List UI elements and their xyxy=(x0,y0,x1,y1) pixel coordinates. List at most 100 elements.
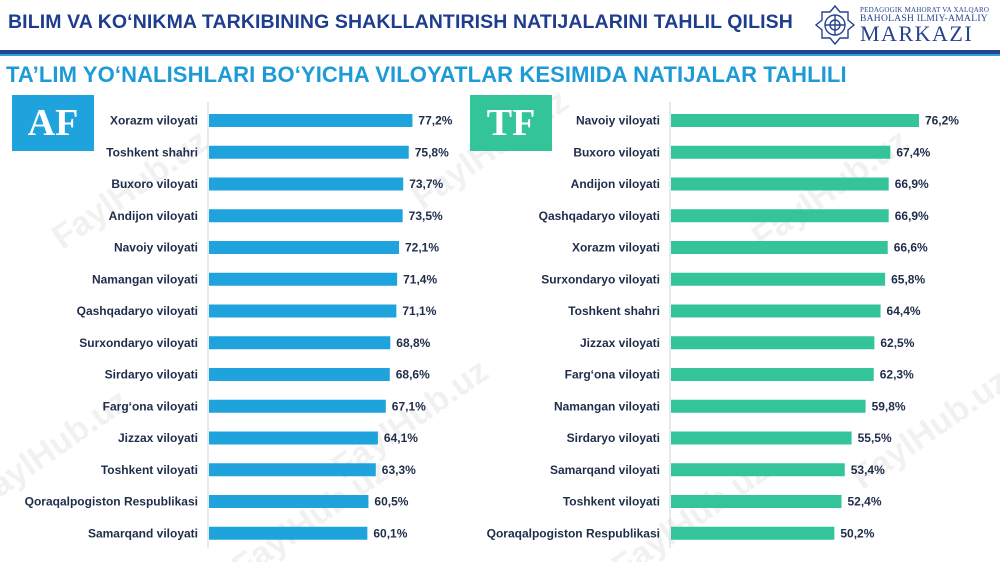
af-category-label: Farg‘ona viloyati xyxy=(103,399,198,413)
af-category-label: Buxoro viloyati xyxy=(111,177,198,191)
tf-category-label: Xorazm viloyati xyxy=(572,241,660,255)
af-bar xyxy=(209,114,413,127)
tf-value-label: 67,4% xyxy=(896,145,930,159)
tf-bar xyxy=(671,368,874,381)
tf-bar xyxy=(671,304,881,318)
af-bar xyxy=(209,209,403,223)
logo-text-line2: BAHOLASH ILMIY-AMALIY xyxy=(860,14,988,24)
tf-value-label: 64,4% xyxy=(887,304,921,318)
af-value-label: 77,2% xyxy=(418,114,452,128)
af-category-label: Navoiy viloyati xyxy=(114,241,198,255)
af-bar xyxy=(209,463,376,477)
af-chart: Xorazm viloyati 77,2% Toshkent shahri 75,8%… xyxy=(25,102,453,548)
tf-bar xyxy=(671,241,888,254)
af-bar xyxy=(209,304,397,318)
tf-category-label: Buxoro viloyati xyxy=(573,145,660,159)
af-value-label: 73,5% xyxy=(409,209,443,223)
tf-category-label: Toshkent viloyati xyxy=(563,495,660,509)
page-title: BILIM VA KO‘NIKMA TARKIBINING SHAKLLANTI… xyxy=(8,11,793,33)
tf-value-label: 50,2% xyxy=(840,526,874,540)
af-category-label: Jizzax viloyati xyxy=(118,431,198,445)
tf-category-label: Farg‘ona viloyati xyxy=(565,368,660,382)
af-category-label: Qoraqalpogiston Respublikasi xyxy=(25,495,198,509)
watermark: FaylHub.uz xyxy=(225,451,396,562)
tf-category-label: Namangan viloyati xyxy=(554,399,660,413)
af-bar xyxy=(209,431,378,445)
tf-value-label: 66,9% xyxy=(895,177,929,191)
tf-category-label: Sirdaryo viloyati xyxy=(567,431,660,445)
header-divider-accent xyxy=(0,54,1000,56)
tf-value-label: 62,5% xyxy=(880,336,914,350)
af-bar xyxy=(209,399,386,413)
tf-chart: Navoiy viloyati 76,2% Buxoro viloyati 67,4%… xyxy=(487,102,959,548)
tf-category-label: Qoraqalpogiston Respublikasi xyxy=(487,526,660,540)
tf-value-label: 52,4% xyxy=(848,495,882,509)
af-value-label: 60,5% xyxy=(374,495,408,509)
af-value-label: 64,1% xyxy=(384,431,418,445)
af-bar xyxy=(209,495,369,508)
emblem-icon xyxy=(814,4,856,46)
af-category-label: Andijon viloyati xyxy=(109,209,198,223)
af-value-label: 68,6% xyxy=(396,368,430,382)
af-category-label: Samarqand viloyati xyxy=(88,526,198,540)
tf-bar xyxy=(671,399,866,413)
chart-section-title: TA’LIM YO‘NALISHLARI BO‘YICHA VILOYATLAR… xyxy=(6,62,847,87)
af-badge: AF xyxy=(12,95,94,151)
af-value-label: 71,1% xyxy=(402,304,436,318)
tf-value-label: 53,4% xyxy=(851,463,885,477)
tf-bar xyxy=(671,463,845,477)
header: BILIM VA KO‘NIKMA TARKIBINING SHAKLLANTI… xyxy=(0,0,1000,50)
tf-value-label: 66,9% xyxy=(895,209,929,223)
af-category-label: Xorazm viloyati xyxy=(110,114,198,128)
tf-bar xyxy=(671,177,889,191)
tf-bar xyxy=(671,526,835,540)
af-value-label: 71,4% xyxy=(403,272,437,286)
tf-bar xyxy=(671,145,891,159)
af-bar xyxy=(209,336,391,350)
tf-category-label: Jizzax viloyati xyxy=(580,336,660,350)
tf-category-label: Qashqadaryo viloyati xyxy=(539,209,660,223)
af-category-label: Namangan viloyati xyxy=(92,272,198,286)
logo: PEDAGOGIK MAHORAT VA XALQARO BAHOLASH IL… xyxy=(812,2,1000,48)
af-bar xyxy=(209,526,368,540)
af-value-label: 75,8% xyxy=(415,145,449,159)
af-value-label: 63,3% xyxy=(382,463,416,477)
af-value-label: 68,8% xyxy=(396,336,430,350)
tf-badge: TF xyxy=(470,95,552,151)
watermark: FaylHub.uz xyxy=(325,351,496,487)
tf-category-label: Samarqand viloyati xyxy=(550,463,660,477)
tf-category-label: Andijon viloyati xyxy=(571,177,660,191)
logo-text-line3: MARKAZI xyxy=(860,21,974,46)
tf-value-label: 62,3% xyxy=(880,368,914,382)
tf-value-label: 76,2% xyxy=(925,114,959,128)
af-category-label: Surxondaryo viloyati xyxy=(79,336,198,350)
logo-text-line1: PEDAGOGIK MAHORAT VA XALQARO xyxy=(860,6,990,14)
header-divider xyxy=(0,50,1000,54)
tf-category-label: Navoiy viloyati xyxy=(576,114,660,128)
af-category-label: Sirdaryo viloyati xyxy=(105,368,198,382)
tf-value-label: 59,8% xyxy=(872,399,906,413)
af-value-label: 72,1% xyxy=(405,241,439,255)
tf-bar xyxy=(671,114,919,127)
af-category-label: Toshkent shahri xyxy=(106,145,198,159)
af-value-label: 60,1% xyxy=(373,526,407,540)
watermark: FaylHub.uz xyxy=(0,381,136,517)
tf-bar xyxy=(671,272,886,286)
af-bar xyxy=(209,241,399,254)
tf-bar xyxy=(671,495,842,508)
tf-bar xyxy=(671,336,875,350)
af-category-label: Qashqadaryo viloyati xyxy=(77,304,198,318)
tf-value-label: 65,8% xyxy=(891,272,925,286)
tf-value-label: 66,6% xyxy=(894,241,928,255)
tf-category-label: Toshkent shahri xyxy=(568,304,660,318)
watermark: FaylHub.uz xyxy=(745,121,916,257)
af-category-label: Toshkent viloyati xyxy=(101,463,198,477)
af-value-label: 73,7% xyxy=(409,177,443,191)
tf-value-label: 55,5% xyxy=(858,431,892,445)
af-bar xyxy=(209,272,398,286)
af-value-label: 67,1% xyxy=(392,399,426,413)
tf-category-label: Surxondaryo viloyati xyxy=(541,272,660,286)
af-bar xyxy=(209,145,409,159)
watermark: FaylHub.uz xyxy=(605,451,776,562)
tf-bar xyxy=(671,431,852,445)
